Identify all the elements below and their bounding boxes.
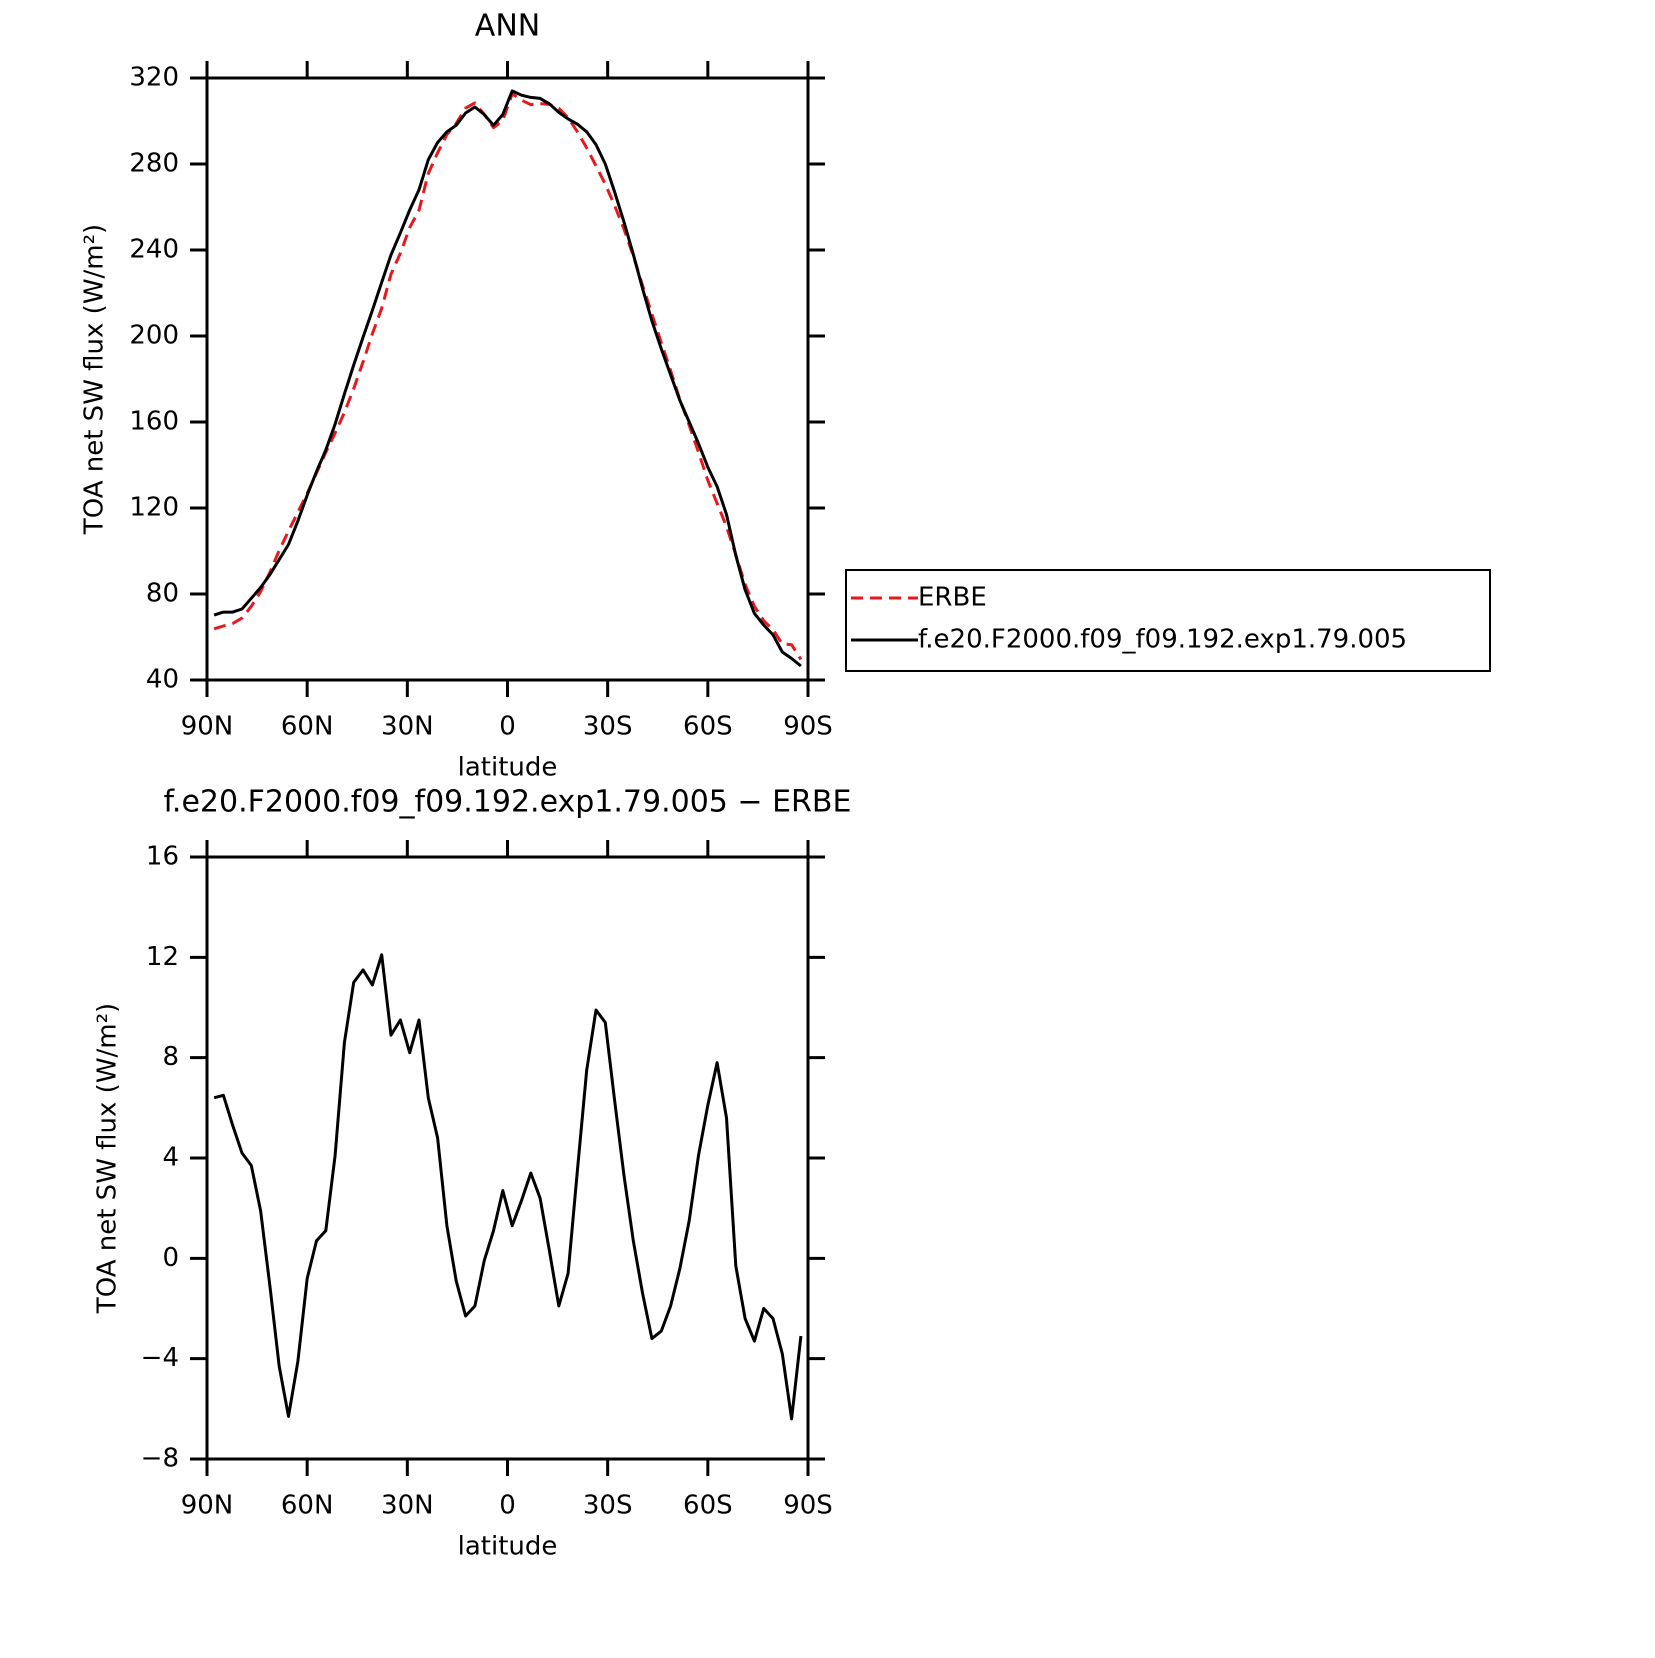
chart-title: ANN xyxy=(475,9,540,44)
x-tick-label: 90S xyxy=(783,712,833,742)
x-tick-label: 30S xyxy=(583,1491,633,1521)
legend: ERBE f.e20.F2000.f09_f09.192.exp1.79.005 xyxy=(845,569,1491,672)
x-axis-label: latitude xyxy=(458,1532,558,1562)
x-tick-label: 90N xyxy=(181,1491,234,1521)
y-axis-label: TOA net SW flux (W/m²) xyxy=(80,224,110,535)
x-tick-label: 30N xyxy=(381,1491,434,1521)
y-tick-label: 200 xyxy=(129,321,179,351)
y-tick-label: 320 xyxy=(129,63,179,93)
y-tick-label: 240 xyxy=(129,235,179,265)
x-tick-label: 0 xyxy=(499,712,516,742)
x-tick-label: 0 xyxy=(499,1491,516,1521)
x-tick-label: 90S xyxy=(783,1491,833,1521)
x-tick-label: 60N xyxy=(281,1491,334,1521)
y-tick-label: 8 xyxy=(162,1042,179,1072)
data-line xyxy=(213,92,803,661)
x-tick-label: 60S xyxy=(683,1491,733,1521)
y-tick-label: 80 xyxy=(146,579,179,609)
y-tick-label: 160 xyxy=(129,407,179,437)
y-tick-label: 12 xyxy=(146,942,179,972)
y-tick-label: −4 xyxy=(141,1343,179,1373)
x-tick-label: 60N xyxy=(281,712,334,742)
y-tick-label: 4 xyxy=(162,1143,179,1173)
y-tick-label: 16 xyxy=(146,842,179,872)
x-tick-label: 90N xyxy=(181,712,234,742)
legend-box xyxy=(845,569,1491,672)
x-tick-label: 30N xyxy=(381,712,434,742)
chart-title: f.e20.F2000.f09_f09.192.exp1.79.005 − ER… xyxy=(164,785,852,820)
data-line xyxy=(213,953,803,1421)
legend-label: ERBE xyxy=(918,583,987,613)
data-line xyxy=(213,89,802,668)
x-tick-label: 30S xyxy=(583,712,633,742)
y-tick-label: 120 xyxy=(129,493,179,523)
y-tick-label: 0 xyxy=(162,1243,179,1273)
legend-label: f.e20.F2000.f09_f09.192.exp1.79.005 xyxy=(918,625,1407,655)
y-tick-label: 40 xyxy=(146,665,179,695)
y-axis-label: TOA net SW flux (W/m²) xyxy=(93,1003,123,1314)
x-axis-label: latitude xyxy=(458,753,558,783)
x-tick-label: 60S xyxy=(683,712,733,742)
y-tick-label: 280 xyxy=(129,149,179,179)
y-tick-label: −8 xyxy=(141,1444,179,1474)
plot-frame xyxy=(205,76,810,682)
